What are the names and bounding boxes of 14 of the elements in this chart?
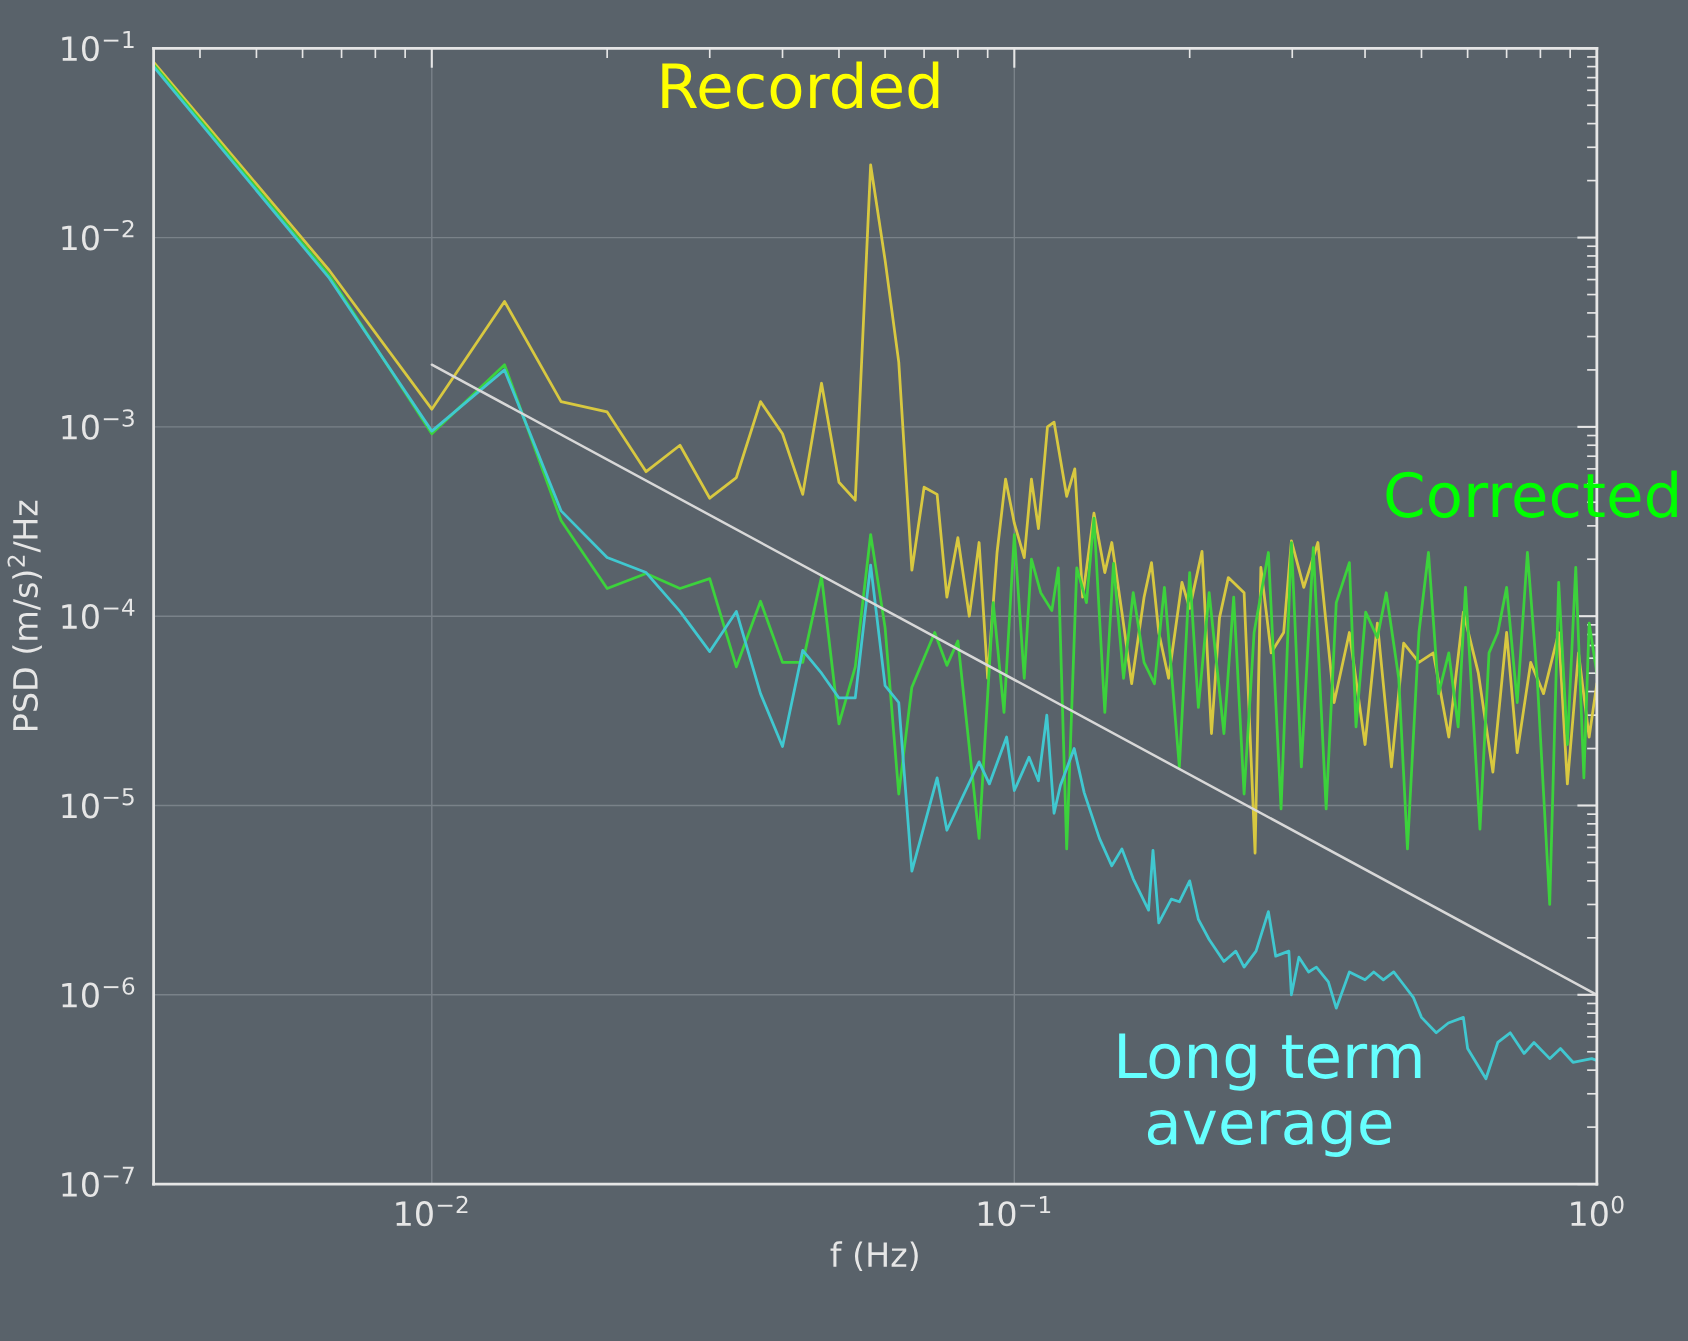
y-tick-label: 10$^{−2}$	[62, 219, 134, 251]
y-tick-label: 10$^{−5}$	[62, 788, 134, 819]
y-tick-label: 10$^{−7}$	[62, 1166, 134, 1198]
x-tick-label: 10$^{−2}$	[396, 1195, 468, 1227]
y-tick-label: 10$^{−3}$	[62, 409, 134, 440]
y-tick-label: 10$^{−1}$	[62, 30, 134, 62]
x-axis-title: f (Hz)	[830, 1241, 918, 1272]
x-tick-label: 10$^{−1}$	[978, 1196, 1051, 1227]
y-axis-title: PSD (m/s)$^{2}$/Hz	[7, 500, 42, 730]
x-tick-label: 10$^{0}$	[1571, 1195, 1624, 1227]
y-tick-label: 10$^{−6}$	[62, 977, 135, 1008]
series-label: Recorded	[662, 61, 939, 109]
series-label: Long term average	[1119, 1033, 1421, 1157]
y-tick-label: 10$^{−4}$	[62, 598, 135, 630]
